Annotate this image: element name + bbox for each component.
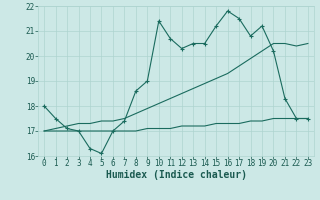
X-axis label: Humidex (Indice chaleur): Humidex (Indice chaleur) xyxy=(106,170,246,180)
